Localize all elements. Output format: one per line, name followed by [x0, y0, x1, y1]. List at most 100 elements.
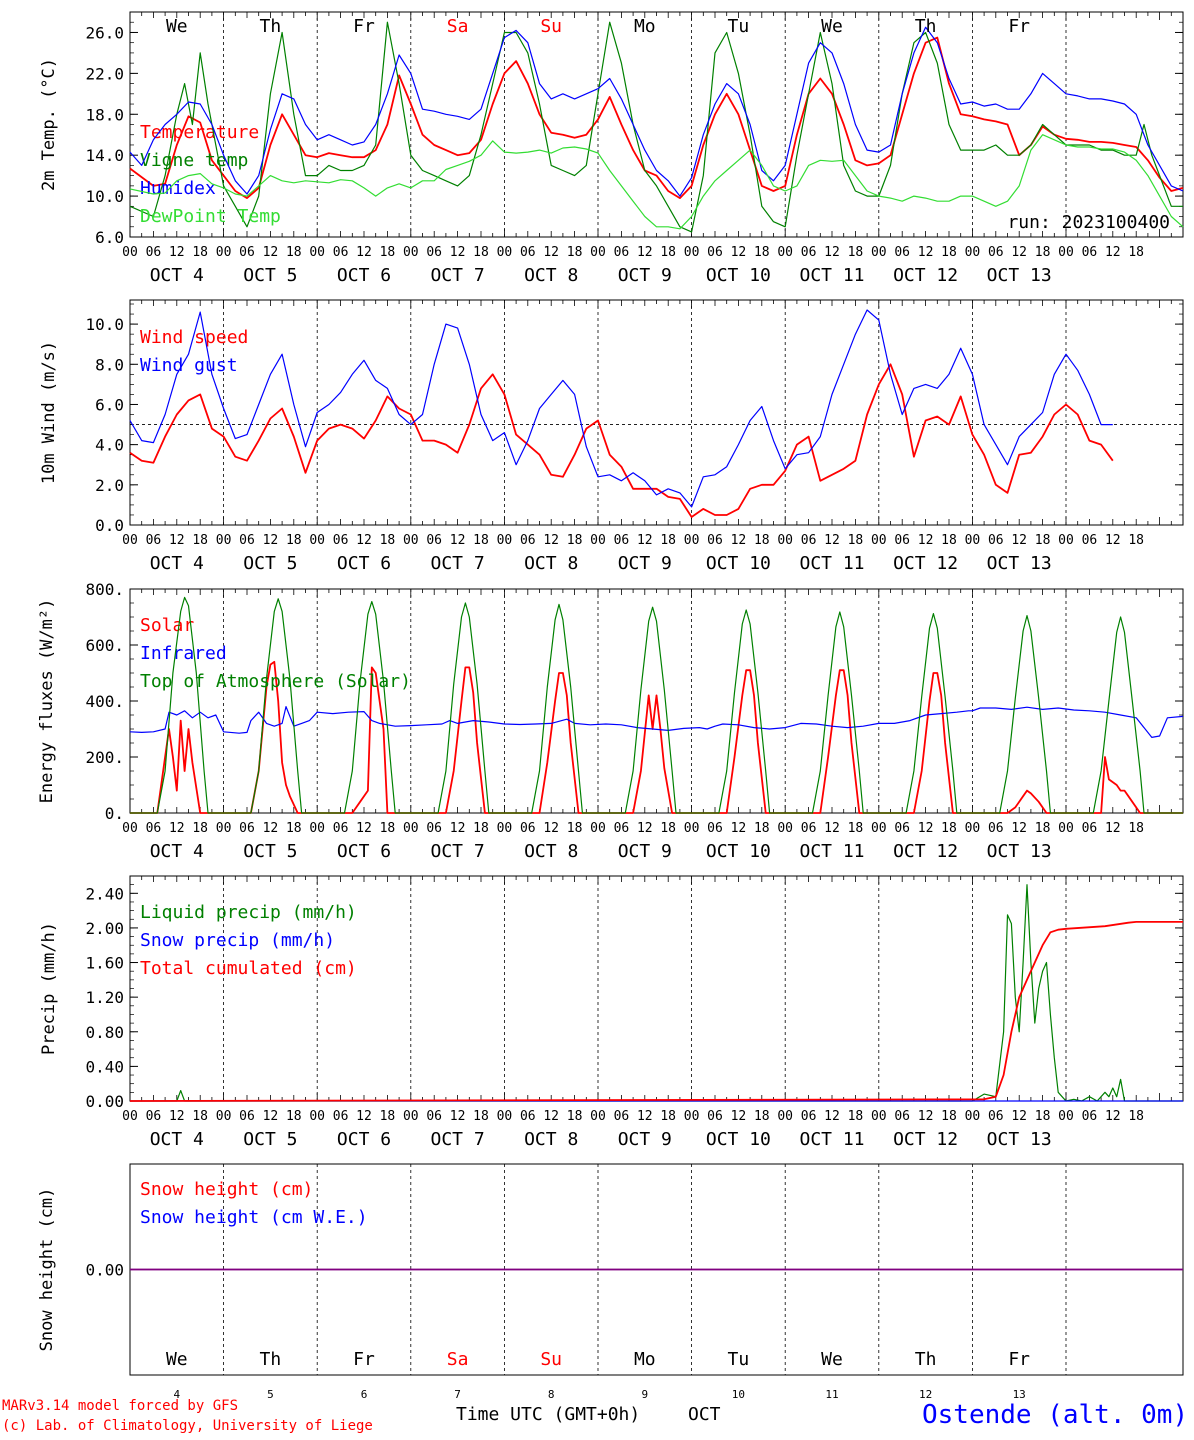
hour-tick-label: 12: [824, 1109, 840, 1124]
hour-tick-label: 06: [801, 821, 817, 836]
hour-tick-label: 12: [356, 245, 372, 260]
hour-tick-label: 06: [894, 245, 910, 260]
date-label: OCT 4: [150, 553, 204, 574]
legend-entry: Liquid precip (mm/h): [140, 902, 357, 923]
hour-tick-label: 06: [239, 533, 255, 548]
y-axis-title: 2m Temp. (°C): [39, 58, 59, 191]
y-tick-label: 18.0: [85, 105, 124, 124]
hour-tick-label: 06: [426, 1109, 442, 1124]
hour-tick-label: 12: [543, 533, 559, 548]
hour-tick-label: 06: [239, 245, 255, 260]
hour-tick-label: 00: [122, 245, 138, 260]
date-label: OCT 6: [337, 265, 391, 286]
legend-entry: Top of Atmosphere (Solar): [140, 671, 411, 692]
hour-tick-label: 18: [848, 1109, 864, 1124]
date-label: OCT 12: [893, 1129, 958, 1150]
hour-tick-label: 18: [1035, 821, 1051, 836]
hour-tick-label: 18: [1035, 533, 1051, 548]
hour-tick-label: 18: [192, 245, 208, 260]
series-line-vigne-temp: [129, 21, 1183, 233]
hour-tick-label: 00: [684, 245, 700, 260]
hour-tick-label: 18: [941, 533, 957, 548]
hour-tick-label: 00: [590, 821, 606, 836]
y-tick-label: 6.0: [95, 228, 124, 247]
hour-tick-label: 00: [777, 1109, 793, 1124]
hour-tick-label: 00: [309, 245, 325, 260]
date-label: OCT 9: [618, 265, 672, 286]
hour-tick-label: 06: [894, 1109, 910, 1124]
hour-tick-label: 00: [403, 533, 419, 548]
hour-tick-label: 12: [543, 245, 559, 260]
date-label: OCT 8: [524, 1129, 578, 1150]
hour-tick-label: 18: [192, 533, 208, 548]
day-number: 11: [825, 1388, 838, 1401]
hour-tick-label: 06: [146, 533, 162, 548]
hour-tick-label: 00: [965, 821, 981, 836]
date-label: OCT 5: [243, 841, 297, 862]
date-label: OCT 13: [987, 841, 1052, 862]
hour-tick-label: 12: [731, 533, 747, 548]
hour-tick-label: 18: [473, 821, 489, 836]
y-axis-title: 10m Wind (m/s): [39, 341, 59, 484]
day-number: 9: [641, 1388, 648, 1401]
hour-tick-label: 06: [988, 245, 1004, 260]
y-tick-label: 2.40: [85, 884, 124, 903]
date-label: OCT 10: [706, 841, 771, 862]
y-tick-label: 0.40: [85, 1057, 124, 1076]
date-label: OCT 9: [618, 553, 672, 574]
lab-credit: (c) Lab. of Climatology, University of L…: [2, 1418, 373, 1434]
hour-tick-label: 00: [497, 1109, 513, 1124]
series-line-dewpoint-temp: [129, 134, 1184, 230]
hour-tick-label: 18: [848, 533, 864, 548]
hour-tick-label: 12: [1011, 245, 1027, 260]
hour-tick-label: 06: [239, 1109, 255, 1124]
date-label: OCT 8: [524, 553, 578, 574]
hour-tick-label: 00: [965, 533, 981, 548]
hour-tick-label: 06: [707, 533, 723, 548]
hour-tick-label: 12: [1105, 533, 1121, 548]
hour-tick-label: 18: [1035, 1109, 1051, 1124]
hour-tick-label: 00: [590, 245, 606, 260]
hour-tick-label: 12: [356, 821, 372, 836]
hour-tick-label: 06: [707, 245, 723, 260]
hour-tick-label: 12: [450, 245, 466, 260]
hour-tick-label: 00: [309, 533, 325, 548]
date-label: OCT 8: [524, 265, 578, 286]
hour-tick-label: 06: [520, 245, 536, 260]
day-name-top: Fr: [353, 16, 375, 37]
hour-tick-label: 00: [1058, 821, 1074, 836]
hour-tick-label: 18: [380, 1109, 396, 1124]
y-tick-label: 0.: [105, 804, 124, 823]
hour-tick-label: 00: [684, 821, 700, 836]
hour-tick-label: 18: [754, 245, 770, 260]
hour-tick-label: 00: [216, 821, 232, 836]
hour-tick-label: 06: [1082, 1109, 1098, 1124]
hour-tick-label: 00: [403, 245, 419, 260]
date-label: OCT 4: [150, 265, 204, 286]
y-tick-label: 2.00: [85, 919, 124, 938]
hour-tick-label: 18: [1128, 1109, 1144, 1124]
hour-tick-label: 12: [1105, 1109, 1121, 1124]
hour-tick-label: 06: [614, 533, 630, 548]
day-name-bottom: We: [821, 1349, 843, 1370]
hour-tick-label: 12: [543, 821, 559, 836]
hour-tick-label: 18: [660, 821, 676, 836]
day-name-top: We: [166, 16, 188, 37]
hour-tick-label: 12: [824, 245, 840, 260]
day-number: 12: [919, 1388, 932, 1401]
hour-tick-label: 18: [286, 533, 302, 548]
hour-tick-label: 00: [122, 821, 138, 836]
day-name-top: Th: [915, 16, 937, 37]
day-name-top: Su: [540, 16, 562, 37]
hour-tick-label: 06: [146, 821, 162, 836]
hour-tick-label: 12: [1105, 245, 1121, 260]
hour-tick-label: 00: [777, 533, 793, 548]
legend-entry: Snow height (cm W.E.): [140, 1207, 368, 1228]
day-number: 6: [361, 1388, 368, 1401]
date-label: OCT 13: [987, 1129, 1052, 1150]
date-label: OCT 7: [431, 1129, 485, 1150]
hour-tick-label: 06: [988, 1109, 1004, 1124]
hour-tick-label: 06: [801, 245, 817, 260]
hour-tick-label: 12: [263, 1109, 279, 1124]
legend-entry: Vigne temp: [140, 150, 248, 171]
